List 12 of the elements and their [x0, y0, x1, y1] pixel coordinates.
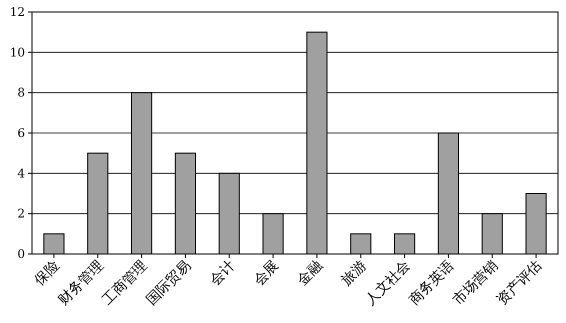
x-tick-label: 旅游	[338, 258, 370, 289]
y-tick-label: 8	[17, 86, 25, 100]
x-tick-label: 会展	[250, 258, 282, 289]
y-tick-label: 2	[17, 206, 25, 221]
y-tick-label: 6	[17, 126, 25, 140]
y-tick-label: 12	[10, 5, 25, 19]
x-tick-label: 会计	[206, 258, 238, 289]
y-tick-label: 4	[17, 166, 26, 180]
y-tick-label: 10	[10, 45, 25, 60]
x-tick-label: 金融	[294, 258, 326, 289]
x-tick-label: 保险	[32, 258, 63, 289]
y-tick-label: 0	[17, 247, 25, 261]
